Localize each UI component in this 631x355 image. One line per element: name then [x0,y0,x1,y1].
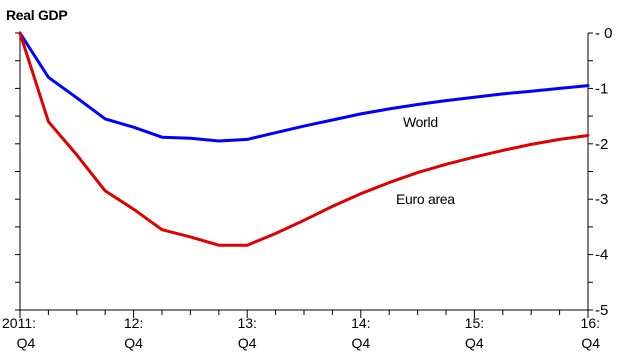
x-tick-label-bottom: Q4 [238,335,257,351]
x-tick-label-bottom: Q4 [17,335,36,351]
x-tick-label-bottom: Q4 [351,335,370,351]
x-tick-label-top: 15: [465,315,484,331]
x-tick-label-top: 13: [237,315,256,331]
annotation-euro-area: Euro area [396,191,455,207]
x-tick-label-top: 2011: [2,315,36,331]
y-tick-label: - 0 [595,25,613,42]
annotation-layer: World Euro area [396,114,456,207]
y-tick-label: -4 [595,247,608,264]
chart-axes: - 0 -1 -2 -3 -4 -5 2011: Q4 12: Q4 13: Q4 14: Q4 15: Q4… [2,25,613,351]
y-tick-label: -1 [595,80,608,97]
x-tick-label-top: 16: [581,315,600,331]
series-line-euro-area [18,31,590,247]
x-tick-label-bottom: Q4 [465,335,484,351]
annotation-world: World [403,114,438,130]
x-tick-label-bottom: Q4 [581,335,600,351]
y-tick-label: -3 [595,191,608,208]
chart-title: Real GDP [6,7,67,23]
series-line-world [18,31,590,143]
x-tick-label-top: 12: [124,315,143,331]
x-tick-label-bottom: Q4 [124,335,143,351]
y-tick-label: -5 [595,302,608,319]
series-layer [18,31,590,247]
x-tick-label-top: 14: [351,315,370,331]
y-tick-label: -2 [595,136,608,153]
